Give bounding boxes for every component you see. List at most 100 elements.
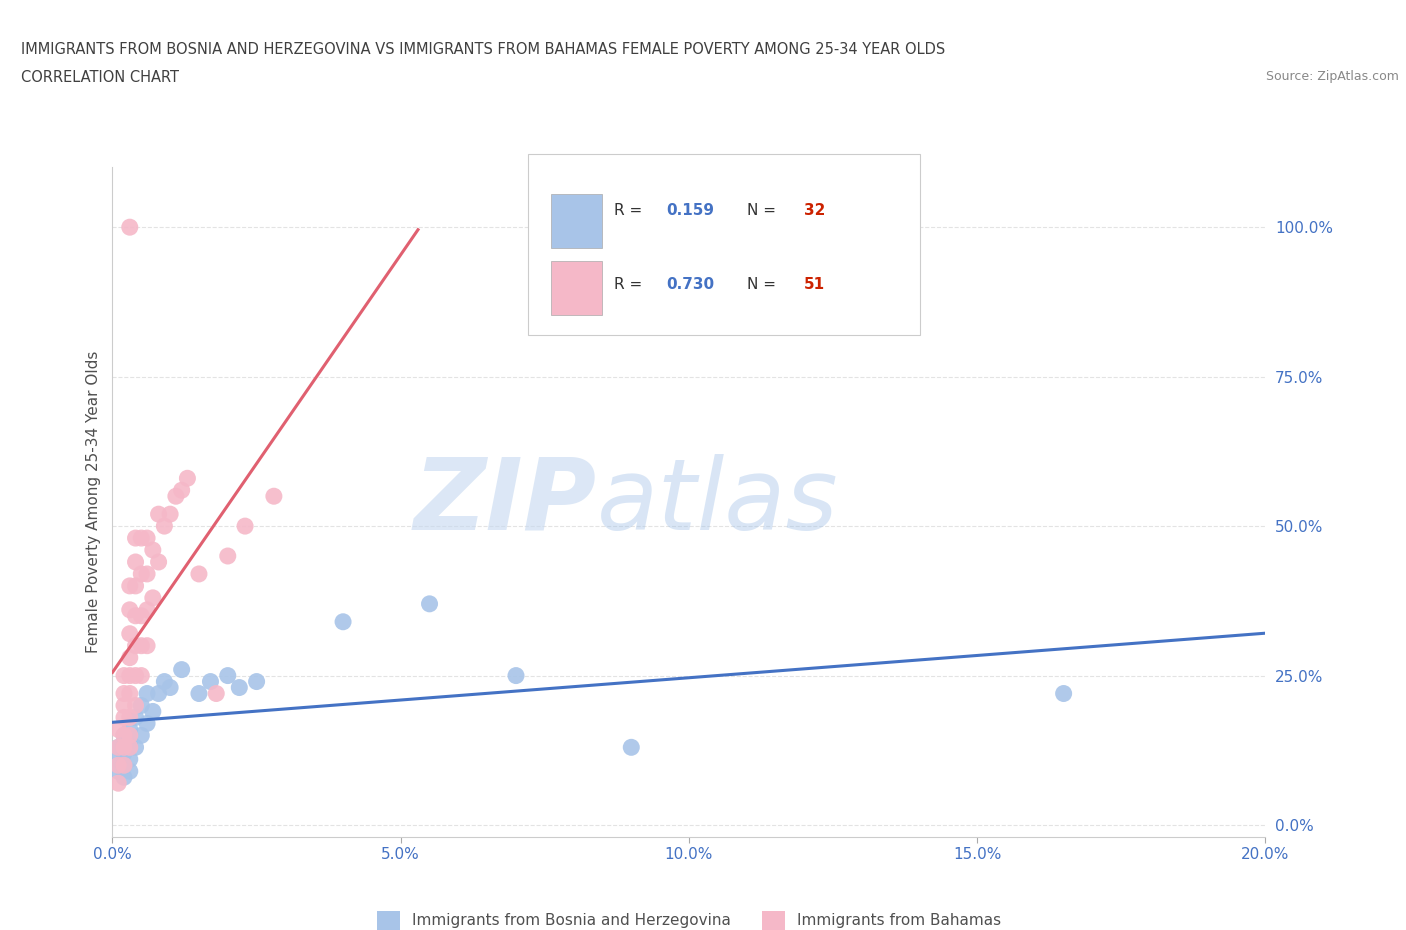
Point bbox=[245, 674, 267, 689]
Point bbox=[332, 615, 354, 630]
Point bbox=[118, 740, 141, 755]
Y-axis label: Female Poverty Among 25-34 Year Olds: Female Poverty Among 25-34 Year Olds bbox=[86, 351, 101, 654]
Point bbox=[170, 662, 193, 677]
Point bbox=[136, 566, 159, 581]
Point bbox=[118, 650, 141, 665]
Point bbox=[153, 519, 176, 534]
Point bbox=[118, 764, 141, 778]
Point bbox=[505, 668, 527, 683]
Text: IMMIGRANTS FROM BOSNIA AND HERZEGOVINA VS IMMIGRANTS FROM BAHAMAS FEMALE POVERTY: IMMIGRANTS FROM BOSNIA AND HERZEGOVINA V… bbox=[21, 42, 945, 57]
Point bbox=[170, 483, 193, 498]
Point bbox=[118, 728, 141, 743]
Point bbox=[228, 680, 250, 695]
Point bbox=[118, 722, 141, 737]
Point bbox=[159, 680, 181, 695]
Point bbox=[124, 710, 146, 724]
Text: ZIP: ZIP bbox=[413, 454, 596, 551]
Point bbox=[200, 674, 222, 689]
Point bbox=[136, 638, 159, 653]
Point bbox=[129, 698, 153, 713]
Point bbox=[112, 740, 135, 755]
Point bbox=[263, 489, 285, 504]
Text: 0.730: 0.730 bbox=[666, 277, 714, 292]
Point bbox=[112, 698, 135, 713]
Point bbox=[419, 596, 441, 611]
Text: atlas: atlas bbox=[596, 454, 838, 551]
Point bbox=[142, 591, 165, 605]
Point bbox=[107, 758, 129, 773]
FancyBboxPatch shape bbox=[551, 194, 602, 247]
Point bbox=[136, 716, 159, 731]
Point bbox=[620, 740, 643, 755]
Point bbox=[1052, 686, 1074, 701]
Point bbox=[129, 531, 153, 546]
Legend: Immigrants from Bosnia and Herzegovina, Immigrants from Bahamas: Immigrants from Bosnia and Herzegovina, … bbox=[371, 905, 1007, 930]
Point bbox=[112, 758, 135, 773]
Point bbox=[112, 728, 135, 743]
Point bbox=[142, 542, 165, 557]
Point bbox=[124, 578, 146, 593]
Text: N =: N = bbox=[747, 204, 780, 219]
Point bbox=[217, 549, 239, 564]
Point bbox=[112, 746, 135, 761]
Text: Source: ZipAtlas.com: Source: ZipAtlas.com bbox=[1265, 70, 1399, 83]
Point bbox=[188, 686, 211, 701]
Point bbox=[129, 728, 153, 743]
Point bbox=[148, 507, 170, 522]
Point bbox=[217, 668, 239, 683]
Point bbox=[112, 728, 135, 743]
Text: 0.159: 0.159 bbox=[666, 204, 714, 219]
Point bbox=[124, 740, 146, 755]
Point bbox=[112, 758, 135, 773]
Point bbox=[118, 710, 141, 724]
Point bbox=[148, 554, 170, 569]
Point bbox=[107, 740, 129, 755]
Point bbox=[124, 638, 146, 653]
Point bbox=[118, 734, 141, 749]
Point bbox=[142, 704, 165, 719]
Point bbox=[129, 566, 153, 581]
Point bbox=[112, 668, 135, 683]
Point bbox=[112, 686, 135, 701]
Text: N =: N = bbox=[747, 277, 780, 292]
Point bbox=[124, 608, 146, 623]
Point bbox=[118, 626, 141, 641]
Point bbox=[112, 710, 135, 724]
Text: 51: 51 bbox=[804, 277, 825, 292]
Point bbox=[136, 686, 159, 701]
Point bbox=[129, 668, 153, 683]
Point bbox=[112, 770, 135, 785]
Point bbox=[107, 722, 129, 737]
Text: R =: R = bbox=[614, 277, 647, 292]
Point bbox=[129, 638, 153, 653]
Point bbox=[153, 674, 176, 689]
Point bbox=[188, 566, 211, 581]
Point bbox=[118, 686, 141, 701]
Point bbox=[148, 686, 170, 701]
Point bbox=[107, 764, 129, 778]
Point bbox=[124, 531, 146, 546]
Point bbox=[124, 668, 146, 683]
Point bbox=[124, 554, 146, 569]
Point bbox=[118, 751, 141, 766]
Point bbox=[136, 531, 159, 546]
Text: CORRELATION CHART: CORRELATION CHART bbox=[21, 70, 179, 85]
Point bbox=[107, 776, 129, 790]
Point bbox=[118, 578, 141, 593]
Point bbox=[118, 219, 141, 234]
Point bbox=[205, 686, 228, 701]
FancyBboxPatch shape bbox=[551, 261, 602, 314]
Point bbox=[159, 507, 181, 522]
FancyBboxPatch shape bbox=[527, 154, 920, 335]
Text: 32: 32 bbox=[804, 204, 825, 219]
Point bbox=[136, 603, 159, 618]
Text: R =: R = bbox=[614, 204, 647, 219]
Point bbox=[176, 471, 198, 485]
Point bbox=[118, 603, 141, 618]
Point bbox=[233, 519, 256, 534]
Point bbox=[118, 668, 141, 683]
Point bbox=[124, 698, 146, 713]
Point bbox=[107, 740, 129, 755]
Point bbox=[165, 489, 187, 504]
Point bbox=[129, 608, 153, 623]
